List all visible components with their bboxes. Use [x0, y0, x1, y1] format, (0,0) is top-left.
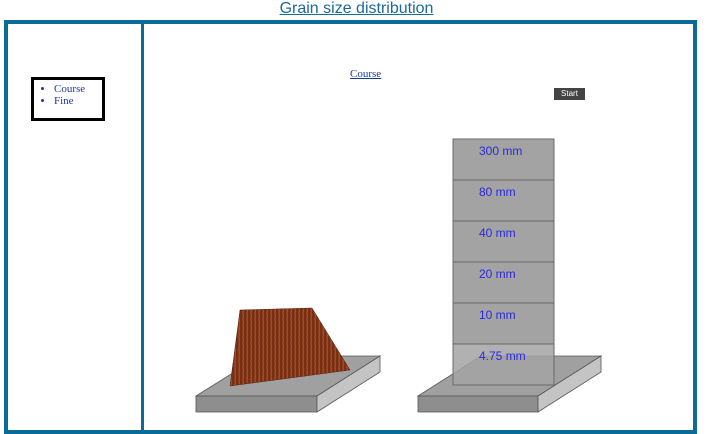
- simulation-panel: 300 mm 80 mm 40 mm 20 mm 10 mm: [144, 24, 693, 430]
- sieve-label: 40 mm: [479, 226, 516, 240]
- soil-sample-heap: [229, 307, 351, 387]
- sample-type-menu: Course Fine: [31, 77, 105, 121]
- start-button[interactable]: Start: [554, 88, 585, 100]
- sieve-label: 4.75 mm: [479, 349, 526, 363]
- sieve-label: 300 mm: [479, 144, 522, 158]
- main-frame: Course Fine: [4, 20, 697, 434]
- sieve-label: 80 mm: [479, 185, 516, 199]
- sample-type-list: Course Fine: [34, 80, 102, 107]
- simulation-scene: 300 mm 80 mm 40 mm 20 mm 10 mm: [194, 138, 603, 413]
- menu-item-course[interactable]: Course: [54, 83, 102, 95]
- page-title: Grain size distribution: [279, 0, 434, 17]
- sieve-stack: 300 mm 80 mm 40 mm 20 mm 10 mm: [452, 138, 555, 386]
- sieve-4-75mm[interactable]: 4.75 mm: [452, 343, 555, 386]
- sieve-label: 20 mm: [479, 267, 516, 281]
- sieve-300mm[interactable]: 300 mm: [452, 138, 555, 181]
- sieve-20mm[interactable]: 20 mm: [452, 261, 555, 304]
- sieve-10mm[interactable]: 10 mm: [452, 302, 555, 345]
- sieve-80mm[interactable]: 80 mm: [452, 179, 555, 222]
- menu-item-fine[interactable]: Fine: [54, 95, 102, 107]
- sidebar: Course Fine: [8, 24, 144, 430]
- sieve-40mm[interactable]: 40 mm: [452, 220, 555, 263]
- sieve-label: 10 mm: [479, 308, 516, 322]
- section-title: Course: [350, 68, 382, 80]
